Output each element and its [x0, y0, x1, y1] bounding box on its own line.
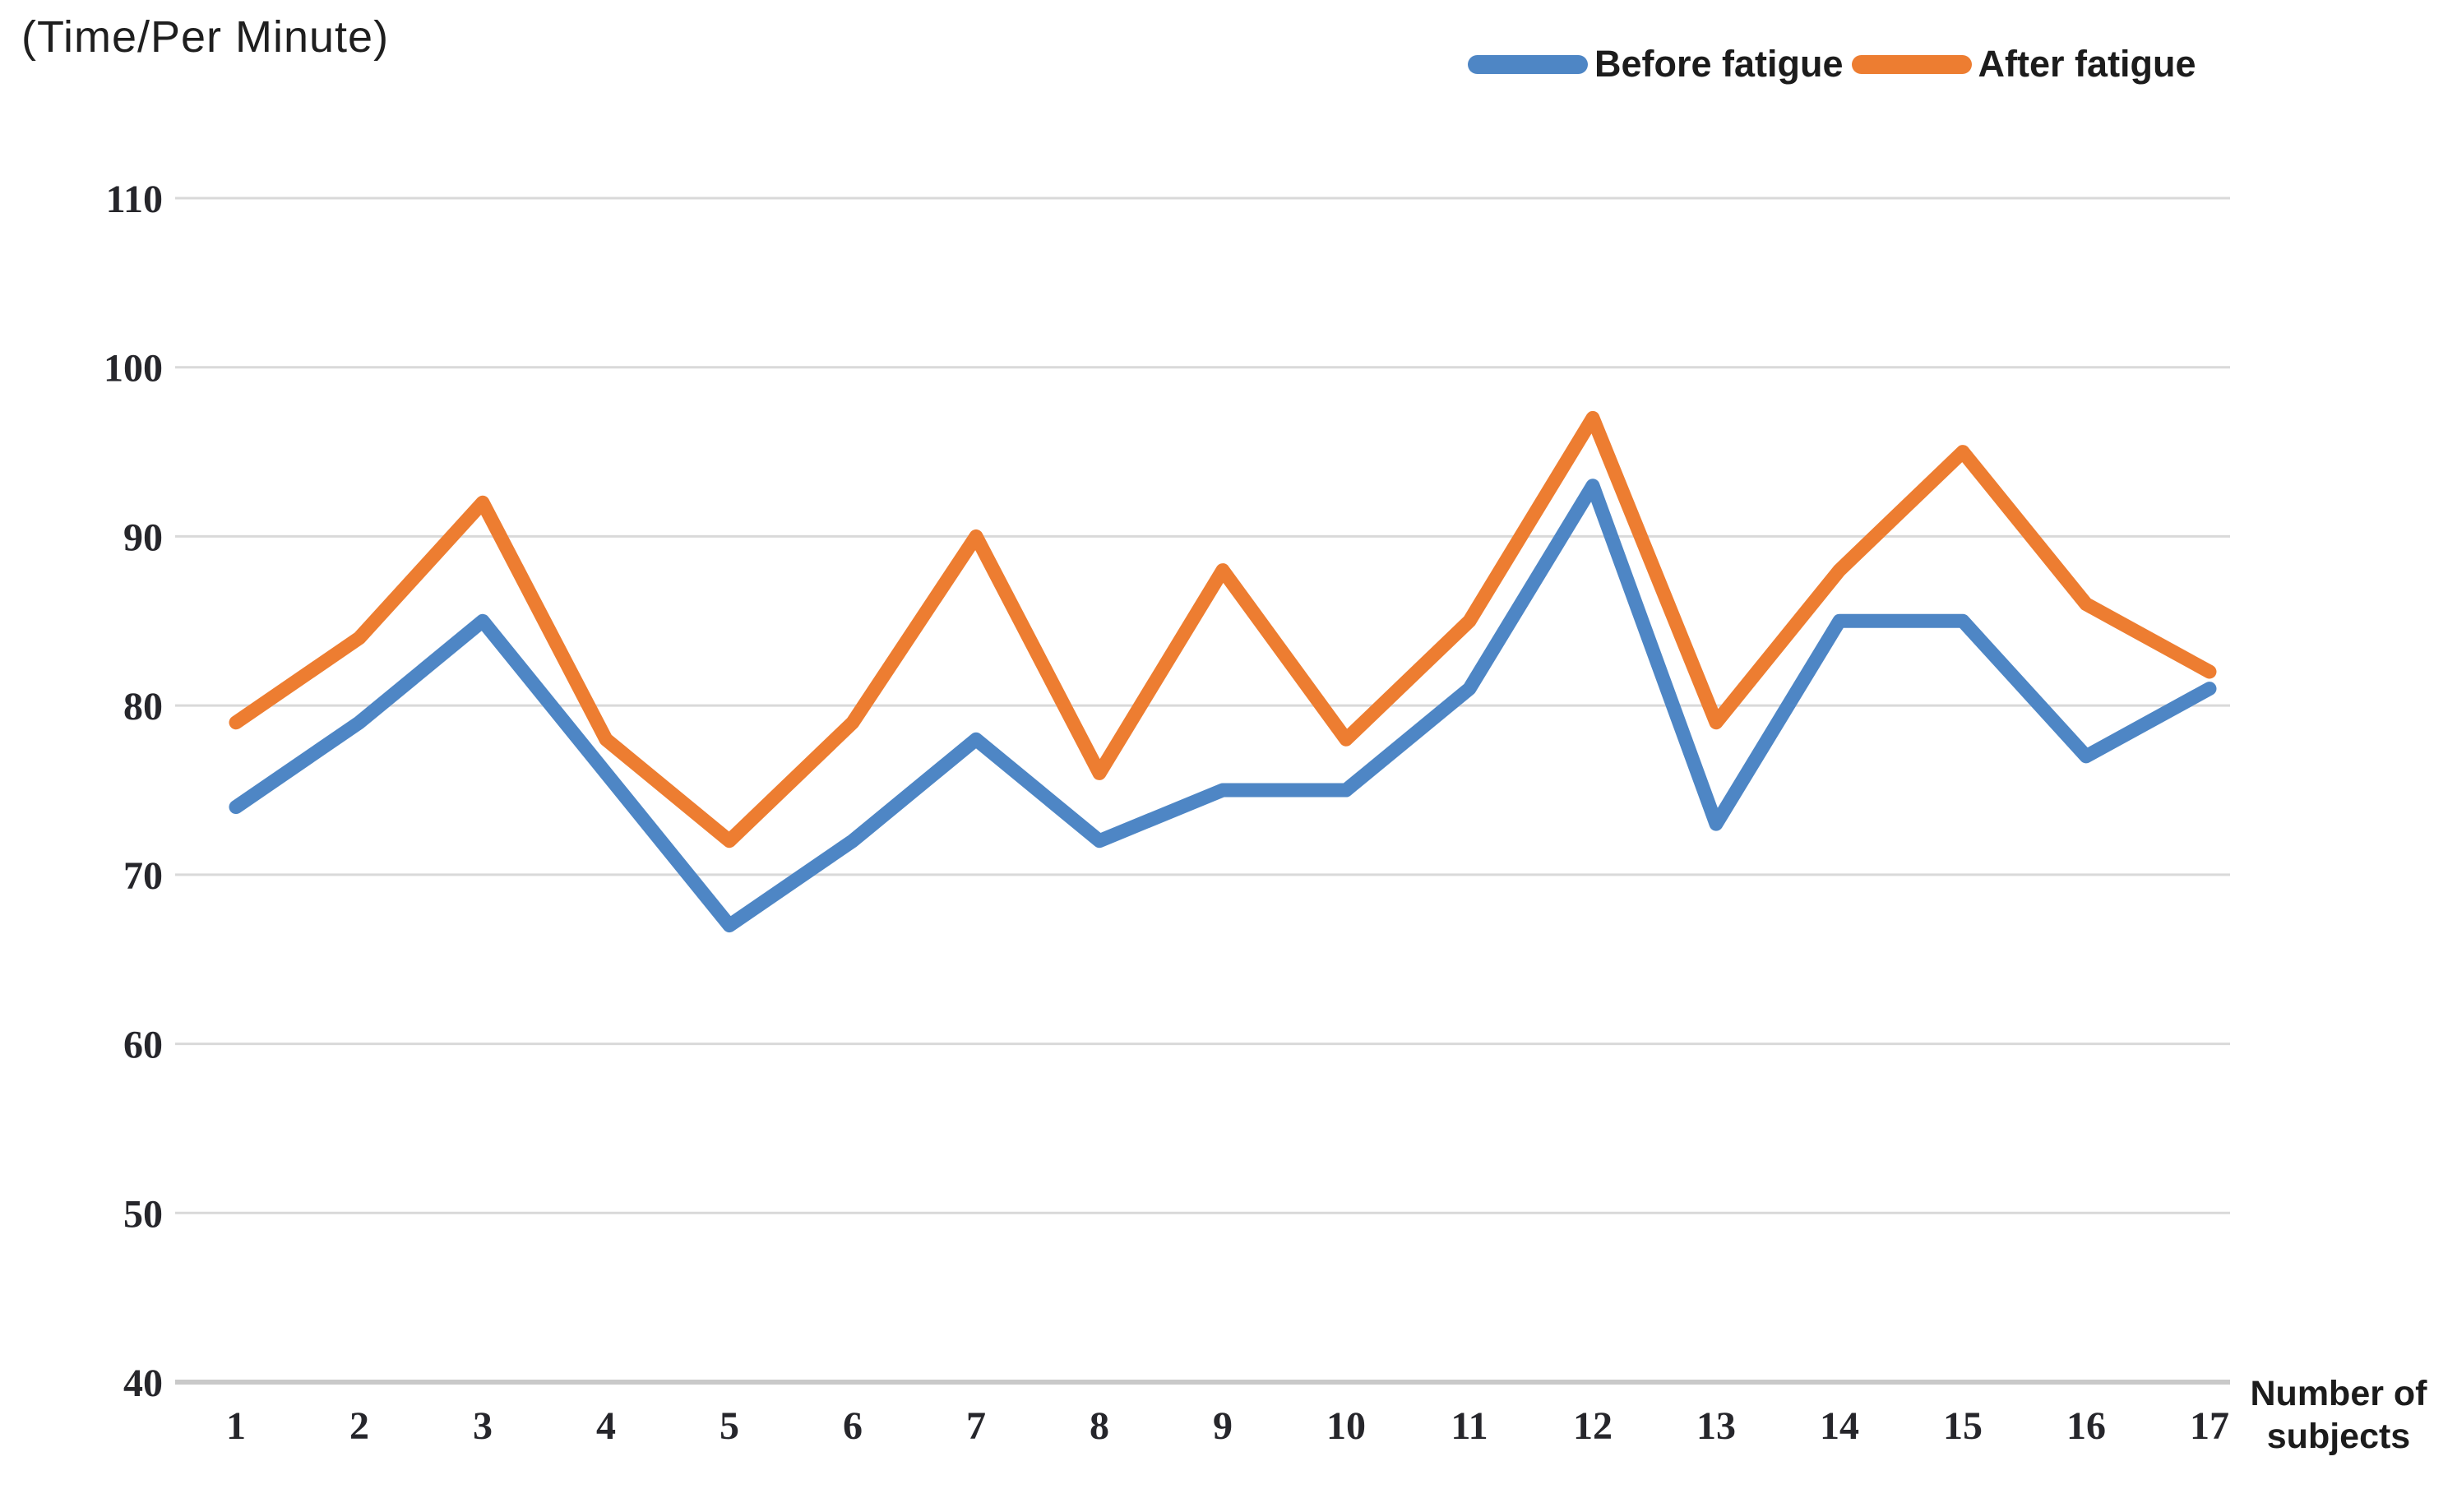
- before-fatigue-swatch-icon: [1468, 54, 1588, 74]
- y-tick-label-40: 40: [123, 1362, 163, 1405]
- x-axis-title-line1: Number of: [2250, 1374, 2427, 1413]
- x-tick-label-12: 12: [1573, 1404, 1613, 1448]
- x-tick-label-6: 6: [843, 1404, 863, 1448]
- legend: Before fatigue After fatigue: [1468, 43, 2196, 86]
- y-tick-label-100: 100: [104, 347, 163, 391]
- x-tick-label-17: 17: [2190, 1404, 2229, 1448]
- x-tick-label-2: 2: [349, 1404, 369, 1448]
- y-axis-unit-title: (Time/Per Minute): [21, 12, 390, 62]
- y-tick-label-60: 60: [123, 1024, 163, 1067]
- y-tick-label-70: 70: [123, 854, 163, 898]
- x-tick-label-5: 5: [720, 1404, 739, 1448]
- y-tick-label-110: 110: [106, 178, 163, 221]
- after-fatigue-swatch-icon: [1851, 54, 1972, 74]
- y-tick-label-50: 50: [123, 1192, 163, 1236]
- x-tick-label-13: 13: [1696, 1404, 1736, 1448]
- x-tick-label-8: 8: [1090, 1404, 1109, 1448]
- y-tick-label-90: 90: [123, 516, 163, 559]
- x-tick-label-9: 9: [1213, 1404, 1233, 1448]
- x-tick-label-3: 3: [473, 1404, 493, 1448]
- series-line-after-fatigue: [229, 410, 2217, 848]
- x-tick-label-16: 16: [2066, 1404, 2106, 1448]
- x-tick-label-15: 15: [1943, 1404, 1983, 1448]
- x-tick-label-7: 7: [966, 1404, 986, 1448]
- series-line-before-fatigue: [229, 479, 2217, 933]
- x-tick-label-4: 4: [596, 1404, 616, 1448]
- x-axis-title-line2: subjects: [2266, 1416, 2411, 1456]
- x-tick-label-10: 10: [1326, 1404, 1366, 1448]
- legend-label-before-fatigue: Before fatigue: [1594, 43, 1844, 85]
- x-axis-title: Number of subjects: [2240, 1373, 2437, 1458]
- x-tick-label-1: 1: [226, 1404, 246, 1448]
- legend-item-before-fatigue: Before fatigue: [1468, 43, 1844, 86]
- x-tick-label-14: 14: [1820, 1404, 1859, 1448]
- legend-label-after-fatigue: After fatigue: [1978, 43, 2196, 85]
- x-tick-label-11: 11: [1451, 1404, 1488, 1448]
- legend-item-after-fatigue: After fatigue: [1851, 43, 2196, 86]
- y-tick-label-80: 80: [123, 685, 163, 728]
